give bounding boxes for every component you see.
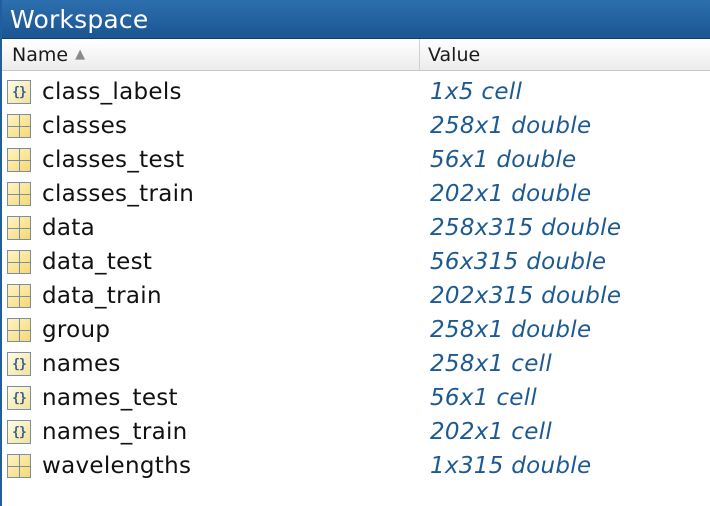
cell-array-icon: {}	[7, 420, 31, 444]
variable-list: {} class_labels 1x5 cell classes 258x1 d…	[2, 71, 710, 483]
variable-value: 258x1 cell	[430, 351, 553, 377]
workspace-title: Workspace	[10, 4, 149, 34]
table-row[interactable]: {} names_test 56x1 cell	[2, 381, 710, 415]
matrix-icon	[7, 182, 31, 206]
cell-array-icon: {}	[7, 80, 31, 104]
table-row[interactable]: {} names 258x1 cell	[2, 347, 710, 381]
matrix-icon	[7, 114, 31, 138]
variable-name-cell: {} names	[2, 351, 420, 377]
variable-name: class_labels	[42, 79, 182, 105]
variable-value: 202x1 double	[430, 181, 592, 207]
variable-name: classes_train	[42, 181, 195, 207]
variable-name: data_train	[42, 283, 162, 309]
table-row[interactable]: {} class_labels 1x5 cell	[2, 75, 710, 109]
variable-name-cell: {} names_train	[2, 419, 420, 445]
value-column-label: Value	[428, 43, 481, 66]
column-header: Name ▲ Value	[2, 39, 710, 71]
matrix-icon	[7, 250, 31, 274]
table-row[interactable]: {} names_train 202x1 cell	[2, 415, 710, 449]
variable-value: 56x1 cell	[430, 385, 538, 411]
variable-name: classes_test	[42, 147, 185, 173]
variable-value: 1x5 cell	[430, 79, 523, 105]
name-column-header[interactable]: Name ▲	[2, 39, 420, 70]
workspace-titlebar[interactable]: Workspace	[2, 0, 710, 39]
variable-name-cell: data_train	[2, 283, 420, 309]
table-row[interactable]: data 258x315 double	[2, 211, 710, 245]
table-row[interactable]: classes 258x1 double	[2, 109, 710, 143]
variable-name: names	[42, 351, 121, 377]
variable-name-cell: wavelengths	[2, 453, 420, 479]
variable-value: 202x1 cell	[430, 419, 553, 445]
table-row[interactable]: data_test 56x315 double	[2, 245, 710, 279]
variable-value: 1x315 double	[430, 453, 592, 479]
variable-name-cell: classes	[2, 113, 420, 139]
variable-value: 258x1 double	[430, 113, 592, 139]
name-column-label: Name	[12, 43, 69, 66]
variable-name-cell: {} class_labels	[2, 79, 420, 105]
variable-name: names_test	[42, 385, 178, 411]
variable-name-cell: classes_test	[2, 147, 420, 173]
variable-name: group	[42, 317, 111, 343]
variable-value: 258x1 double	[430, 317, 592, 343]
cell-array-icon: {}	[7, 386, 31, 410]
variable-name-cell: data	[2, 215, 420, 241]
variable-value: 202x315 double	[430, 283, 622, 309]
table-row[interactable]: group 258x1 double	[2, 313, 710, 347]
variable-value: 258x315 double	[430, 215, 622, 241]
table-row[interactable]: classes_test 56x1 double	[2, 143, 710, 177]
variable-value: 56x315 double	[430, 249, 607, 275]
value-column-header[interactable]: Value	[420, 39, 710, 70]
variable-name: wavelengths	[42, 453, 192, 479]
table-row[interactable]: classes_train 202x1 double	[2, 177, 710, 211]
matrix-icon	[7, 454, 31, 478]
variable-name-cell: {} names_test	[2, 385, 420, 411]
variable-name: classes	[42, 113, 128, 139]
variable-name: data_test	[42, 249, 153, 275]
matrix-icon	[7, 318, 31, 342]
matrix-icon	[7, 148, 31, 172]
variable-name: data	[42, 215, 96, 241]
variable-name-cell: data_test	[2, 249, 420, 275]
sort-ascending-icon: ▲	[75, 47, 86, 62]
matrix-icon	[7, 284, 31, 308]
matrix-icon	[7, 216, 31, 240]
variable-name-cell: group	[2, 317, 420, 343]
variable-name: names_train	[42, 419, 188, 445]
variable-name-cell: classes_train	[2, 181, 420, 207]
table-row[interactable]: data_train 202x315 double	[2, 279, 710, 313]
variable-value: 56x1 double	[430, 147, 577, 173]
cell-array-icon: {}	[7, 352, 31, 376]
table-row[interactable]: wavelengths 1x315 double	[2, 449, 710, 483]
